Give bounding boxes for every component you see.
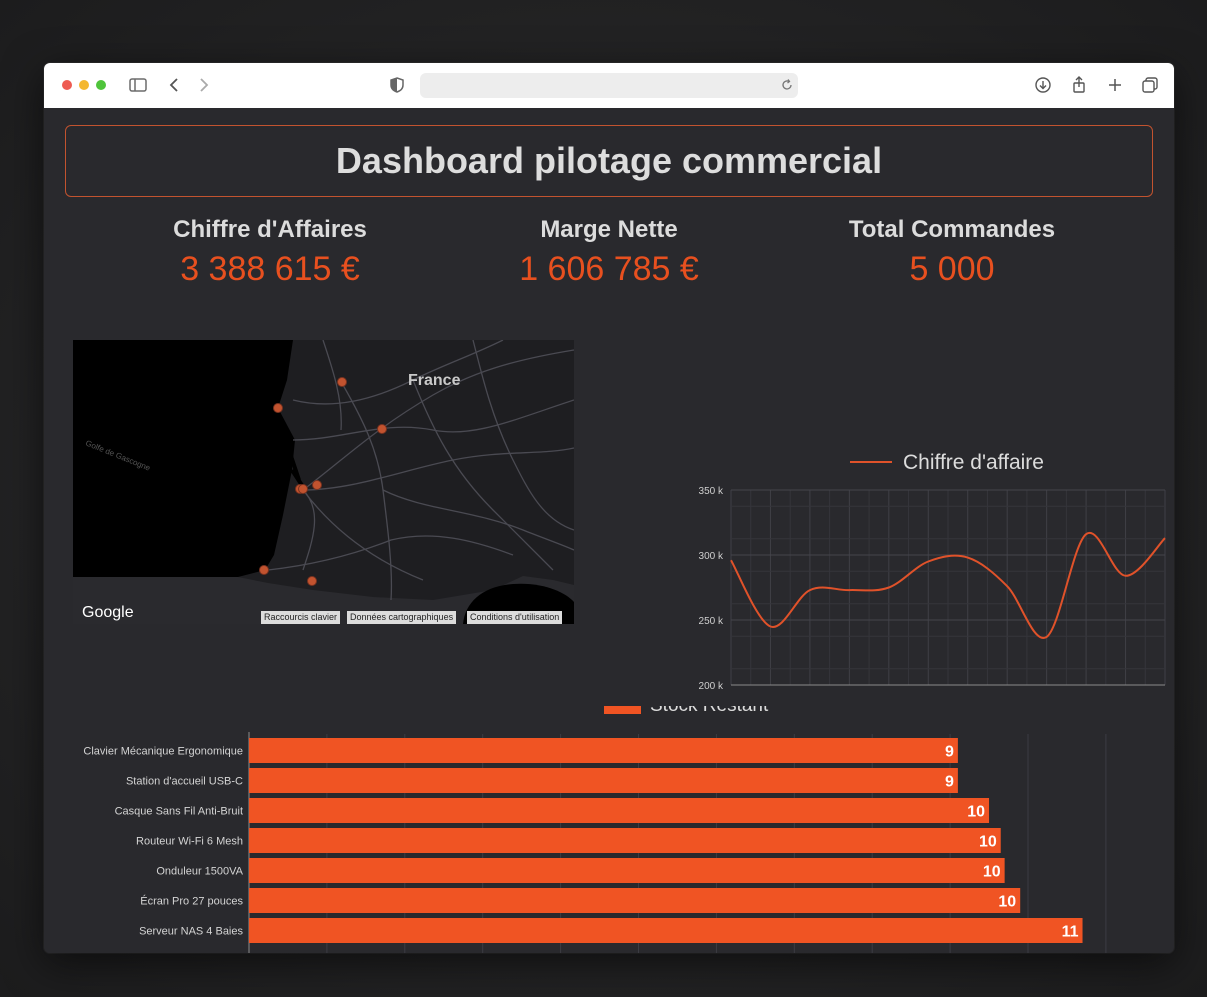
bar-value-label: 10 xyxy=(967,804,985,821)
kpi-value: 3 388 615 € xyxy=(180,250,360,288)
series-line xyxy=(730,531,1166,639)
kpi-margin: Marge Nette 1 606 785 € xyxy=(459,216,759,289)
google-logo: Google xyxy=(82,604,134,621)
bar-value-label: 9 xyxy=(945,744,954,761)
bar xyxy=(249,768,958,793)
kpi-revenue: Chiffre d'Affaires 3 388 615 € xyxy=(120,216,420,289)
download-icon[interactable] xyxy=(1032,74,1054,96)
new-tab-icon[interactable] xyxy=(1104,74,1126,96)
map-widget[interactable]: Golfe de Gascogne France Google Raccourc… xyxy=(73,340,574,624)
back-icon[interactable] xyxy=(164,74,186,96)
zoom-window-button[interactable] xyxy=(96,80,106,90)
kpi-label: Total Commandes xyxy=(848,216,1056,243)
map-marker[interactable] xyxy=(273,403,283,413)
dashboard-title-box: Dashboard pilotage commercial xyxy=(65,125,1153,197)
map-canvas[interactable]: Golfe de Gascogne France Google xyxy=(73,340,574,624)
address-bar[interactable] xyxy=(420,73,798,98)
kpi-orders: Total Commandes 5 000 xyxy=(802,216,1102,289)
map-marker[interactable] xyxy=(298,484,308,494)
category-label: Clavier Mécanique Ergonomique xyxy=(83,746,243,758)
bar xyxy=(249,828,1001,853)
bar xyxy=(249,888,1021,913)
x-tick-label: juil. 2025 xyxy=(945,690,990,691)
legend-label: Stock Restant xyxy=(650,706,769,716)
reload-icon[interactable] xyxy=(780,78,794,92)
forward-icon[interactable] xyxy=(192,74,214,96)
map-marker[interactable] xyxy=(307,576,317,586)
bar-chart: Stock Restant01234567891011Clavier Mécan… xyxy=(83,706,1107,953)
bar-value-label: 10 xyxy=(983,864,1001,881)
category-label: Routeur Wi-Fi 6 Mesh xyxy=(136,836,243,848)
category-label: Écran Pro 27 pouces xyxy=(140,895,243,908)
category-label: Station d'accueil USB-C xyxy=(126,776,243,788)
kpi-label: Chiffre d'Affaires xyxy=(173,216,367,243)
bar xyxy=(249,738,958,763)
x-tick-label: nov. 2025 xyxy=(1102,690,1150,691)
map-markers[interactable] xyxy=(259,377,387,586)
bar-value-label: 9 xyxy=(945,774,954,791)
legend-swatch xyxy=(604,706,641,714)
x-tick-label: sept. 2025 xyxy=(1021,690,1072,691)
map-marker[interactable] xyxy=(377,424,387,434)
legend-label: Chiffre d'affaire xyxy=(903,451,1044,474)
sidebar-icon[interactable] xyxy=(127,74,149,96)
line-chart: Chiffre d'affaire 200 k 250 k 300 k 350 k jan… xyxy=(699,451,1166,691)
tab-overview-icon[interactable] xyxy=(1139,74,1161,96)
x-tick-label: janv. 2025 xyxy=(705,690,756,691)
map-marker[interactable] xyxy=(259,565,269,575)
y-tick-label: 300 k xyxy=(699,551,724,562)
category-label: Serveur NAS 4 Baies xyxy=(139,926,243,938)
category-label: Casque Sans Fil Anti-Bruit xyxy=(115,806,243,818)
kpi-value: 5 000 xyxy=(909,250,995,288)
y-tick-label: 250 k xyxy=(699,616,724,627)
bar-value-label: 10 xyxy=(979,834,997,851)
bar-value-label: 10 xyxy=(998,894,1016,911)
privacy-shield-icon[interactable] xyxy=(386,74,408,96)
share-icon[interactable] xyxy=(1068,74,1090,96)
country-label: France xyxy=(408,372,461,389)
kpi-value: 1 606 785 € xyxy=(519,250,699,288)
page-title: Dashboard pilotage commercial xyxy=(335,140,883,181)
bar xyxy=(249,918,1083,943)
y-tick-label: 350 k xyxy=(699,486,724,497)
y-tick-label: 200 k xyxy=(699,681,724,691)
map-footer-link[interactable]: Raccourcis clavier xyxy=(261,611,341,624)
bar xyxy=(249,858,1005,883)
bar-value-label: 11 xyxy=(1062,924,1079,941)
dashboard-content: Dashboard pilotage commercial Chiffre d'… xyxy=(44,108,1174,953)
minimize-window-button[interactable] xyxy=(79,80,89,90)
category-label: Onduleur 1500VA xyxy=(156,866,243,878)
x-tick-label: mai 2025 xyxy=(866,690,911,691)
bar xyxy=(249,798,990,823)
map-marker[interactable] xyxy=(312,480,322,490)
close-window-button[interactable] xyxy=(62,80,72,90)
map-marker[interactable] xyxy=(337,377,347,387)
kpi-label: Marge Nette xyxy=(540,216,678,243)
map-footer-link[interactable]: Conditions d'utilisation xyxy=(467,611,563,624)
browser-window: Dashboard pilotage commercial Chiffre d'… xyxy=(44,63,1174,953)
browser-toolbar xyxy=(44,63,1174,109)
x-tick-label: mars 2025 xyxy=(784,690,836,691)
map-footer-link[interactable]: Données cartographiques xyxy=(347,611,457,624)
